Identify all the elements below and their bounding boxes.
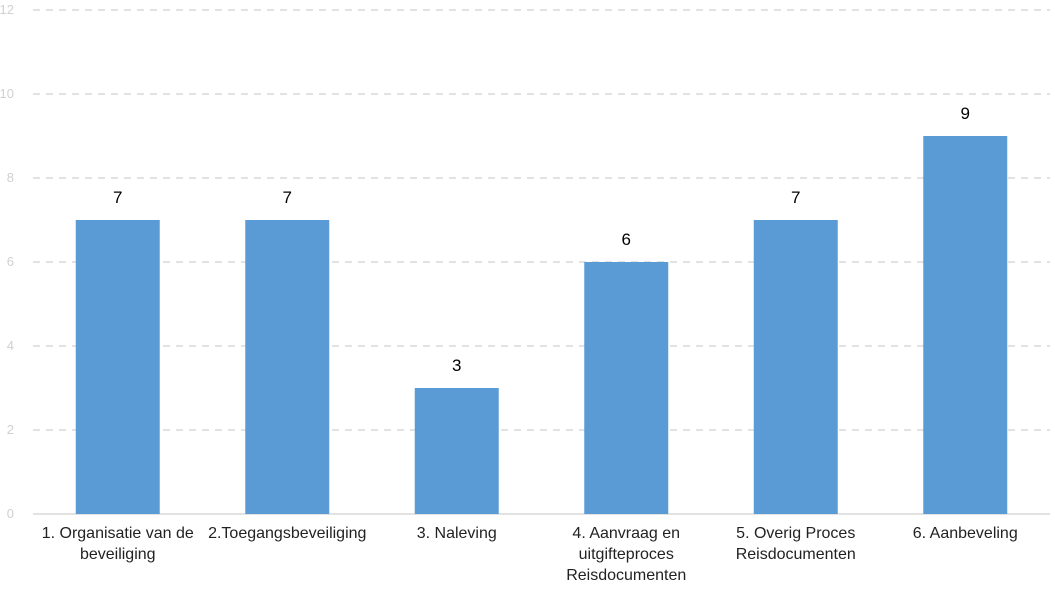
y-tick-label: 0 (7, 506, 14, 521)
y-tick-label: 8 (7, 170, 14, 185)
bar (245, 220, 330, 514)
y-tick-label: 2 (7, 422, 14, 437)
bar (414, 388, 499, 514)
x-category-label: 6. Aanbeveling (912, 525, 1018, 542)
y-tick-label: 6 (7, 254, 14, 269)
data-label: 7 (283, 188, 292, 207)
x-category-label: 2.Toegangsbeveiliging (208, 525, 367, 542)
data-label: 6 (622, 230, 631, 249)
y-tick-label: 12 (0, 2, 14, 17)
data-label: 7 (113, 188, 122, 207)
y-tick-label: 10 (0, 86, 14, 101)
bar (923, 136, 1008, 514)
bar (75, 220, 160, 514)
data-label: 3 (452, 356, 461, 375)
x-category-label: 1. Organisatie van de beveiliging (41, 525, 194, 563)
x-category-label: 4. Aanvraag en uitgifteproces Reisdocume… (566, 525, 687, 584)
y-tick-label: 4 (7, 338, 14, 353)
data-label: 9 (961, 104, 970, 123)
x-category-label: 3. Naleving (416, 525, 497, 542)
bar (584, 262, 669, 514)
x-category-label: 5. Overig Proces Reisdocumenten (735, 525, 856, 563)
bar (753, 220, 838, 514)
data-label: 7 (791, 188, 800, 207)
